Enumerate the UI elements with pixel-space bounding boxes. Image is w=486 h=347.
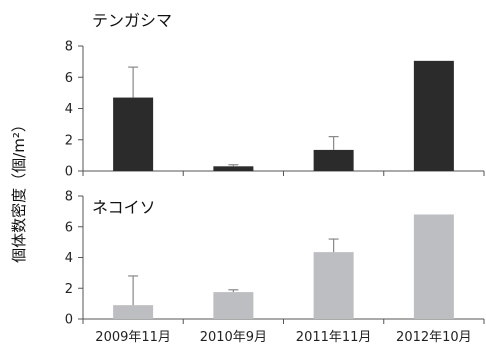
y-tick-label: 6 [65, 220, 73, 235]
y-tick-label: 0 [65, 313, 73, 328]
bar [113, 97, 154, 171]
y-tick-label: 8 [65, 190, 73, 205]
y-tick-label: 4 [65, 102, 73, 117]
panel-nekoiso: ネコイソ 0 2 4 6 8 [65, 190, 485, 328]
panel-title: テンガシマ [92, 11, 172, 30]
x-category-label: 2011年11月 [296, 330, 372, 345]
y-tick-label: 2 [65, 282, 73, 297]
y-tick-label: 8 [65, 40, 73, 55]
panel-tengashima: テンガシマ 0 2 4 6 8 [65, 11, 485, 180]
bar [113, 305, 154, 319]
bar [213, 292, 254, 319]
x-axis-category-labels: 2009年11月 2010年9月 2011年11月 2012年10月 [95, 330, 471, 345]
y-tick-label: 2 [65, 133, 73, 148]
bar [213, 166, 254, 171]
bar [413, 214, 454, 319]
x-category-label: 2010年9月 [200, 330, 267, 345]
x-category-label: 2009年11月 [95, 330, 171, 345]
y-axis-label: 個体数密度（個/m²） [10, 117, 28, 263]
y-tick-label: 4 [65, 251, 73, 266]
bar [313, 252, 354, 319]
panel-title: ネコイソ [92, 198, 156, 217]
y-tick-label: 6 [65, 71, 73, 86]
y-tick-label: 0 [65, 165, 73, 180]
x-category-label: 2012年10月 [396, 330, 472, 345]
bar [413, 60, 454, 171]
bar [313, 149, 354, 171]
